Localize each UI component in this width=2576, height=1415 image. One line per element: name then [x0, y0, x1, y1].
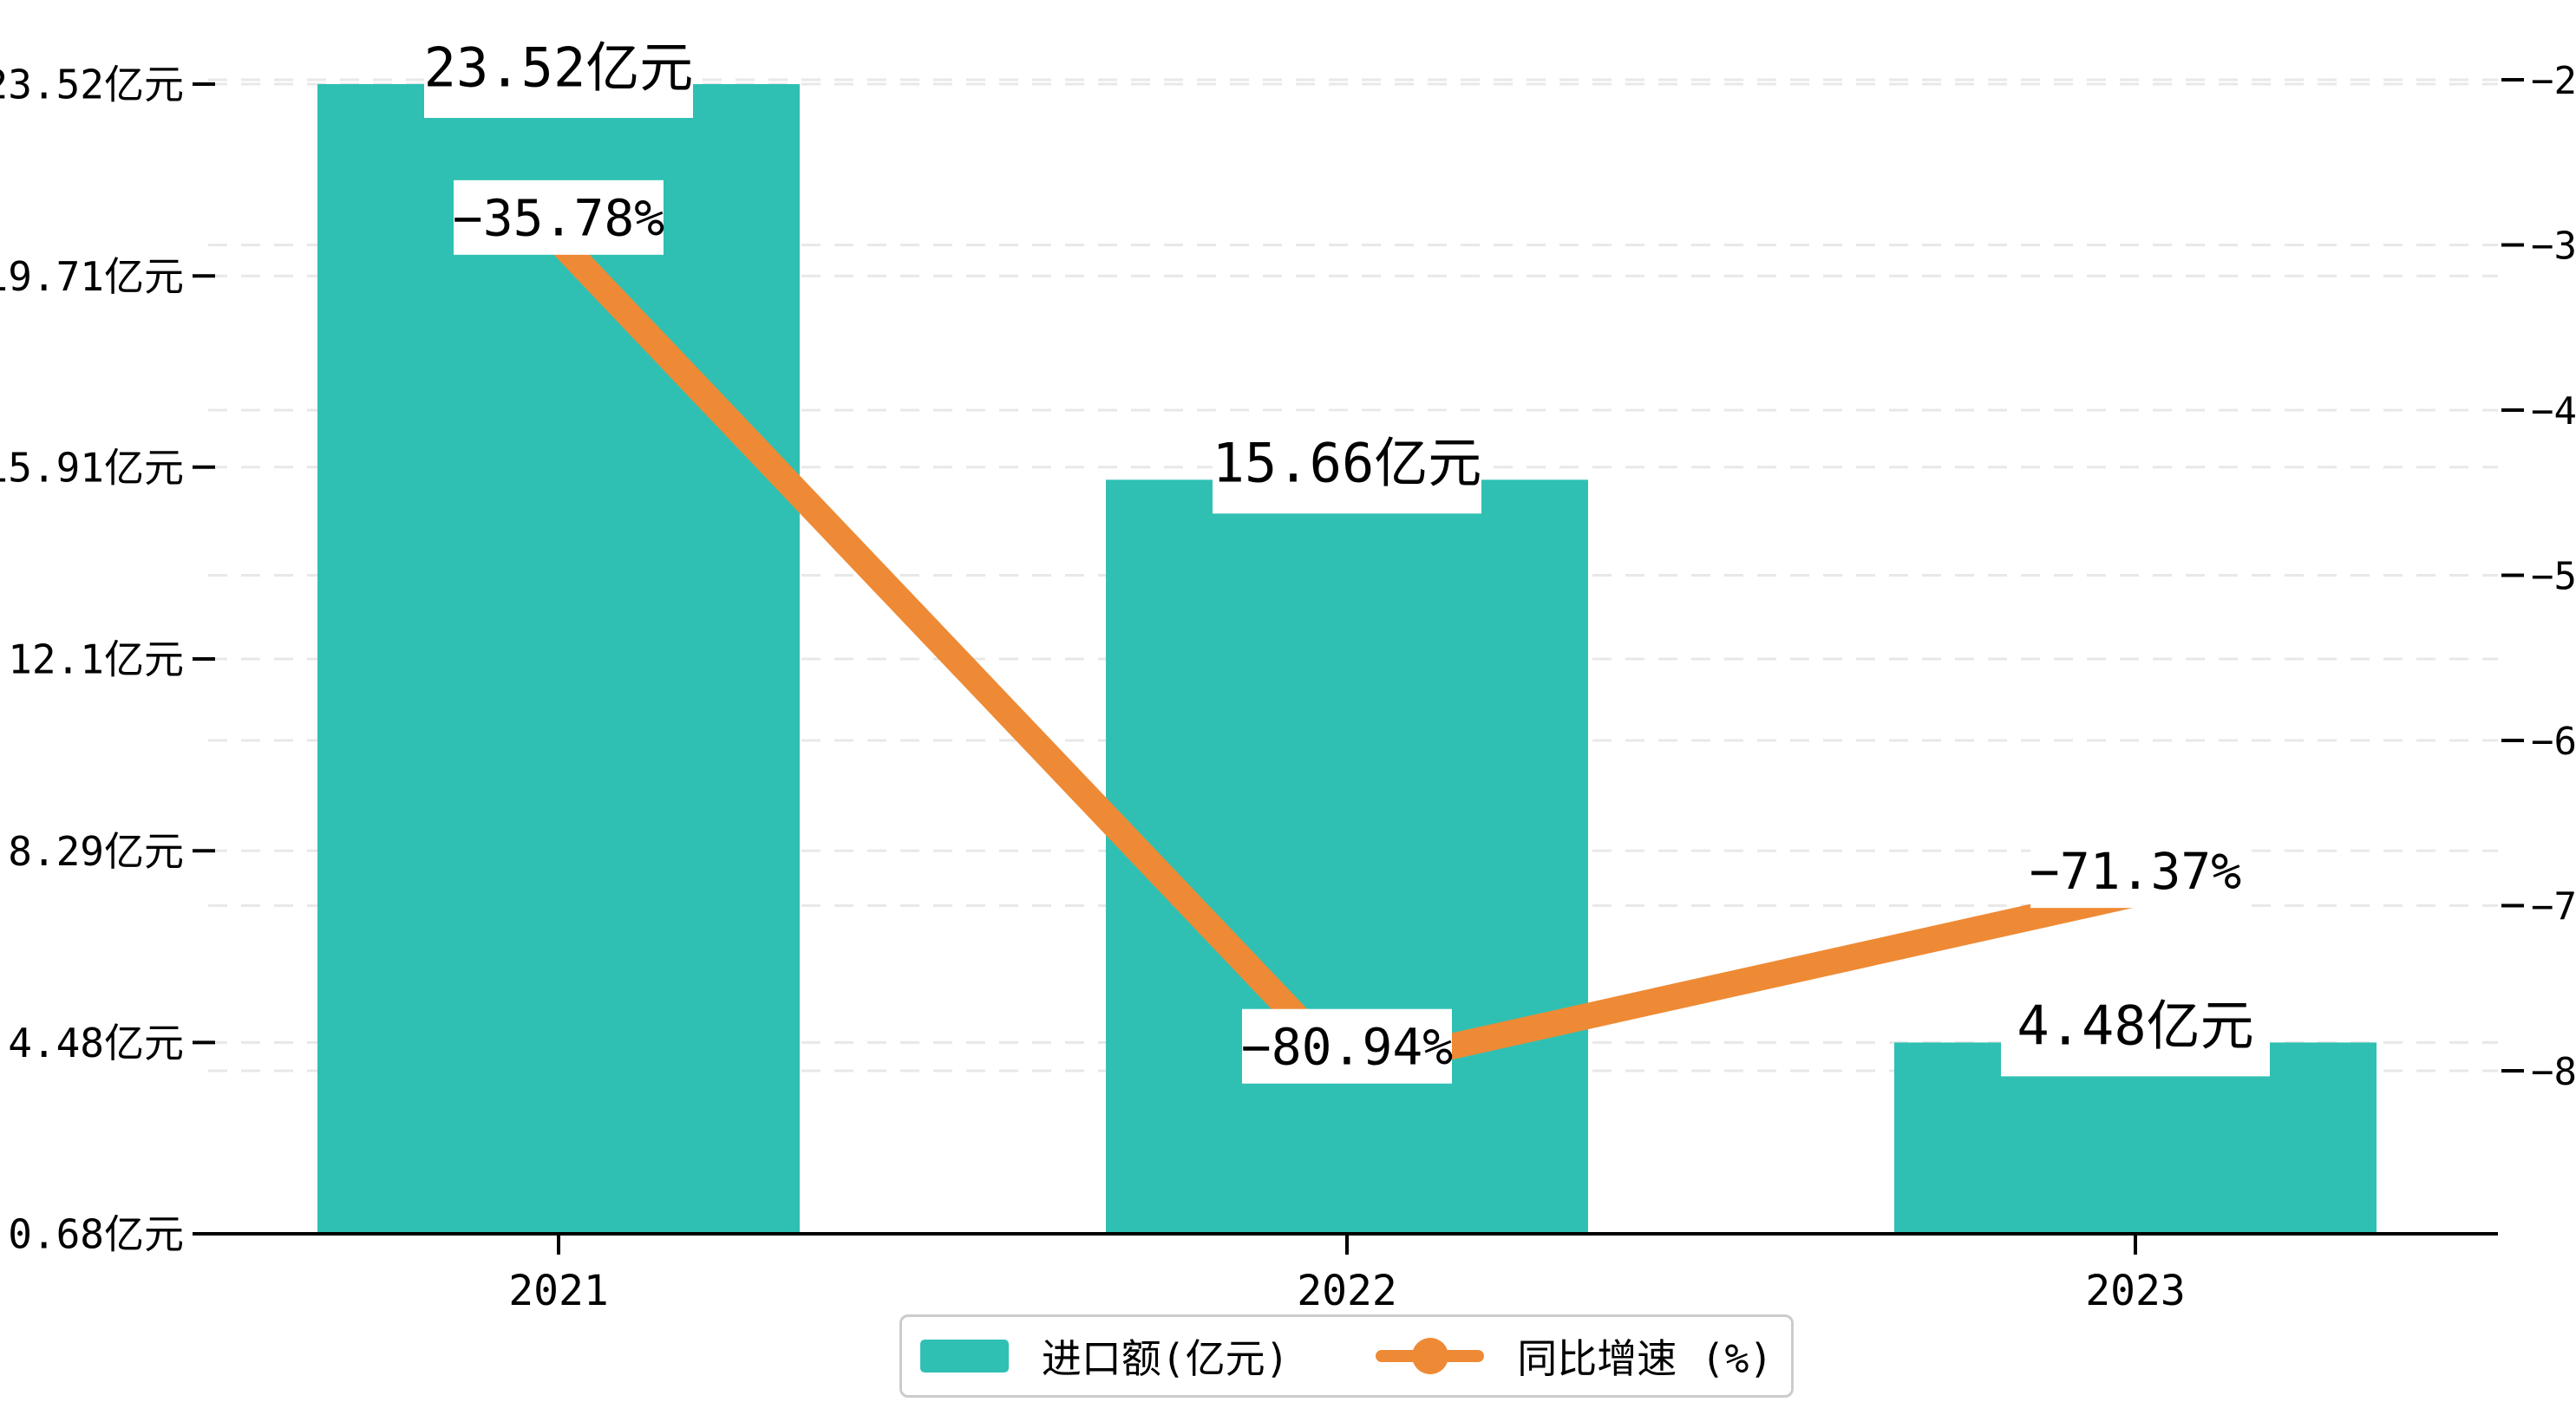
line-dot-icon: [1376, 1337, 1485, 1375]
growth-label: −35.78%: [453, 189, 664, 248]
right-axis-tick-label: −81: [2531, 1050, 2576, 1094]
legend-label-import-amount: 进口额(亿元): [1041, 1335, 1290, 1382]
bar-value-label: 4.48亿元: [2017, 994, 2253, 1058]
line-marker-dot: [1412, 1338, 1449, 1374]
bar-value-label-bg: [2001, 974, 2270, 1077]
left-axis-tick-label: 23.52亿元: [0, 62, 184, 108]
bar-value-label-bg: [1213, 411, 1481, 514]
bar-value-label: 23.52亿元: [424, 36, 694, 99]
bar-value-label: 15.66亿元: [1213, 432, 1482, 495]
left-axis-tick-label: 12.1亿元: [8, 636, 184, 683]
bar-swatch-icon: [919, 1340, 1009, 1373]
right-axis-tick-label: −36: [2531, 224, 2576, 268]
right-axis-tick-label: −45: [2531, 389, 2576, 434]
right-axis-tick-label: −72: [2531, 884, 2576, 929]
growth-label: −80.94%: [1241, 1018, 1453, 1077]
right-axis-tick-label: −63: [2531, 720, 2576, 764]
bar-value-label-bg: [424, 16, 693, 118]
growth-label: −71.37%: [2030, 842, 2241, 901]
left-axis-tick-label: 19.71亿元: [0, 253, 184, 300]
legend-label-yoy-growth: 同比增速 (%): [1517, 1335, 1774, 1382]
right-axis-tick-label: −27: [2531, 59, 2576, 103]
legend: 进口额(亿元) 同比增速 (%): [899, 1314, 1794, 1398]
growth-label-bg: [1242, 1008, 1452, 1084]
left-axis-tick-label: 0.68亿元: [8, 1211, 184, 1258]
left-axis-tick-label: 8.29亿元: [8, 828, 184, 875]
left-axis-tick-label: 4.48亿元: [8, 1020, 184, 1066]
x-axis-label: 2022: [1297, 1267, 1397, 1315]
right-axis-tick-label: −54: [2531, 554, 2576, 598]
x-axis-label: 2021: [508, 1267, 609, 1315]
legend-item-yoy-growth[interactable]: 同比增速 (%): [1376, 1327, 1773, 1385]
x-axis-label: 2023: [2085, 1267, 2186, 1315]
bar-2022[interactable]: [1106, 479, 1588, 1234]
left-axis-tick-label: 15.91亿元: [0, 444, 184, 491]
growth-label-bg: [454, 179, 664, 255]
growth-label-bg: [2030, 833, 2240, 909]
legend-item-import-amount[interactable]: 进口额(亿元): [919, 1327, 1290, 1385]
bar-2021[interactable]: [317, 84, 800, 1234]
